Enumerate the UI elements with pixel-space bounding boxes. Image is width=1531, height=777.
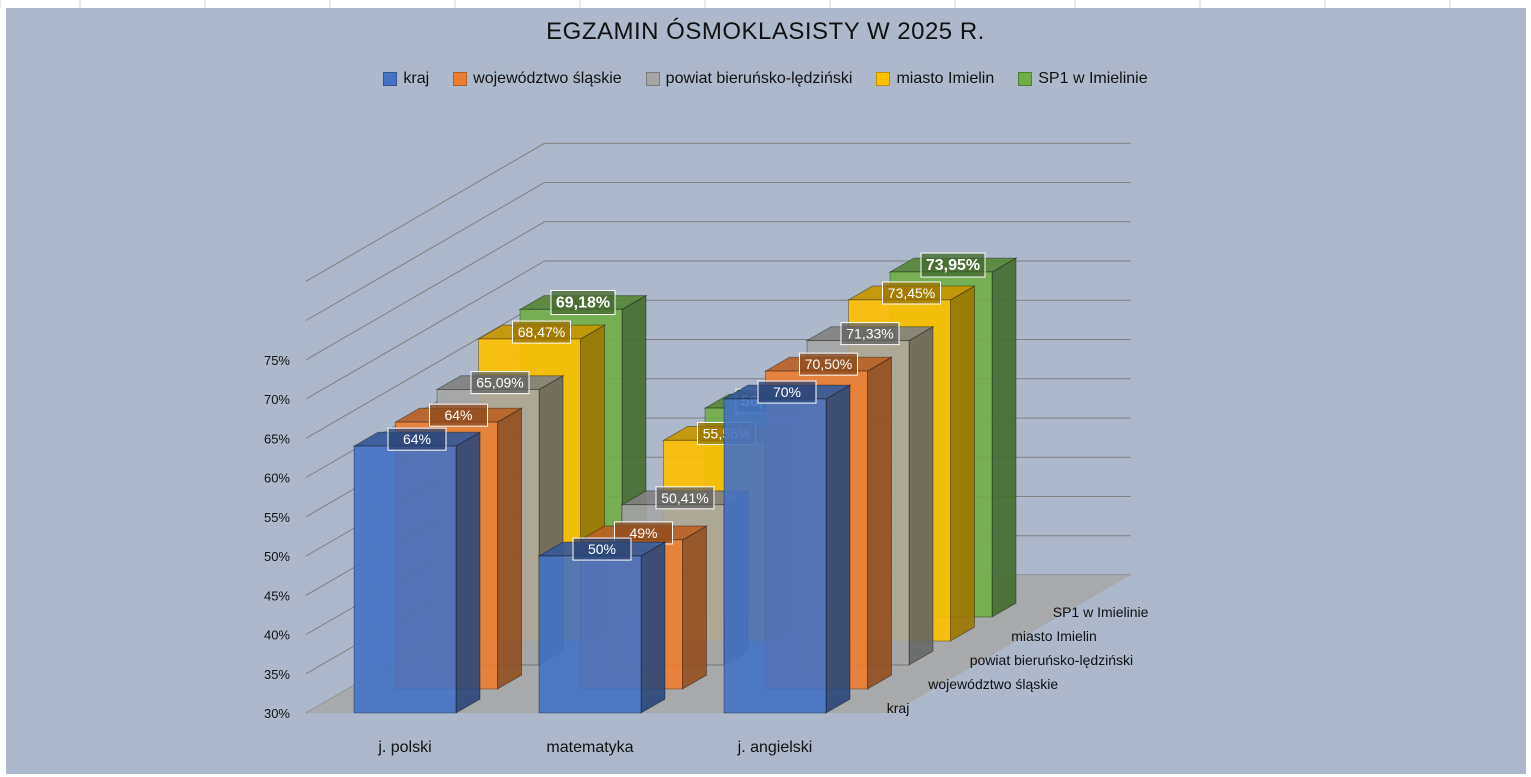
y-tick-label: 60% xyxy=(264,471,290,486)
data-label-text: 69,18% xyxy=(556,294,610,311)
data-label: 73,95% xyxy=(920,252,986,278)
data-label-text: 68,47% xyxy=(518,324,565,340)
legend-label: kraj xyxy=(403,70,430,87)
bar-kraj-matematyka: 50% xyxy=(537,537,667,714)
y-tick-label: 75% xyxy=(264,353,290,368)
bar-side xyxy=(682,525,707,690)
data-label: 50% xyxy=(572,537,632,561)
bar-side xyxy=(455,431,481,714)
legend-item-miasto: miasto Imielin xyxy=(876,70,994,88)
data-label-box xyxy=(387,427,447,451)
data-label-box xyxy=(920,252,986,278)
category-label: j. polski xyxy=(377,739,431,756)
data-label-box xyxy=(882,281,941,305)
bar-front xyxy=(353,445,457,714)
legend-label: województwo śląskie xyxy=(473,70,622,87)
data-label: 73,45% xyxy=(882,281,941,305)
data-label: 65,09% xyxy=(470,371,530,395)
data-label: 69,18% xyxy=(550,289,616,315)
bar-side xyxy=(825,384,851,714)
bar-kraj-j.-polski: 64% xyxy=(352,427,482,714)
data-label-box xyxy=(655,486,715,510)
data-label: 70% xyxy=(757,380,817,404)
bar-side xyxy=(908,325,934,666)
y-tick-label: 35% xyxy=(264,667,290,682)
data-label: 68,47% xyxy=(512,320,571,344)
chart-title: EGZAMIN ÓSMOKLASISTY W 2025 R. xyxy=(546,18,985,45)
legend-swatch xyxy=(453,72,468,86)
data-label-text: 64% xyxy=(403,431,431,447)
data-label: 64% xyxy=(387,427,447,451)
bar-kraj-j.-angielski: 70% xyxy=(722,380,852,714)
data-label-text: 49% xyxy=(629,525,657,541)
data-label-text: 65,09% xyxy=(476,375,523,391)
category-label: j. angielski xyxy=(737,739,813,756)
bar-front xyxy=(538,555,642,714)
data-label: 50,41% xyxy=(655,486,715,510)
legend-swatch xyxy=(1018,72,1033,86)
data-label: 64% xyxy=(429,403,488,427)
data-label-box xyxy=(512,320,571,344)
gridline xyxy=(305,182,1131,321)
bar-side xyxy=(991,257,1017,618)
legend-label: miasto Imielin xyxy=(896,70,995,87)
data-label-text: 50,41% xyxy=(661,490,708,506)
data-label-box xyxy=(572,537,632,561)
data-label-text: 64% xyxy=(444,407,472,423)
bar-front xyxy=(723,398,827,714)
data-label-box xyxy=(757,380,817,404)
y-tick-label: 30% xyxy=(264,706,290,721)
legend-swatch xyxy=(645,72,660,86)
data-label: 70,50% xyxy=(799,352,858,376)
bar-side xyxy=(640,541,666,714)
category-label: matematyka xyxy=(546,739,633,756)
legend-item-wojewodztwo: województwo śląskie xyxy=(453,70,622,88)
legend: kraj województwo śląskie powiat bieruńsk… xyxy=(0,70,1531,88)
y-tick-label: 50% xyxy=(264,549,290,564)
legend-label: SP1 w Imielinie xyxy=(1038,70,1148,87)
legend-item-sp1: SP1 w Imielinie xyxy=(1018,70,1148,88)
data-label-box xyxy=(840,322,900,346)
y-tick-label: 55% xyxy=(264,510,290,525)
data-label-box xyxy=(470,371,530,395)
data-label-text: 73,95% xyxy=(926,257,980,274)
legend-swatch xyxy=(876,72,891,86)
data-label: 71,33% xyxy=(840,322,900,346)
data-label-box xyxy=(799,352,858,376)
legend-item-powiat: powiat bieruńsko-lędziński xyxy=(645,70,853,88)
data-label-box xyxy=(429,403,488,427)
y-tick-label: 70% xyxy=(264,392,290,407)
series-axis-label: powiat bieruńsko-lędziński xyxy=(970,652,1133,668)
series-axis-label: województwo śląskie xyxy=(927,676,1058,692)
data-label-box xyxy=(550,289,616,315)
data-label-text: 70% xyxy=(773,384,801,400)
y-tick-label: 40% xyxy=(264,628,290,643)
gridline xyxy=(305,142,1131,282)
y-tick-label: 45% xyxy=(264,588,290,603)
gridline xyxy=(305,221,1131,361)
bar-side xyxy=(950,285,975,642)
series-axis-label: kraj xyxy=(887,700,910,716)
legend-swatch xyxy=(383,72,398,86)
data-label-text: 73,45% xyxy=(888,285,935,301)
legend-label: powiat bieruńsko-lędziński xyxy=(665,70,853,87)
series-axis-label: SP1 w Imielinie xyxy=(1053,604,1149,620)
bar-side xyxy=(867,356,892,690)
y-tick-label: 65% xyxy=(264,431,290,446)
bar-side xyxy=(497,407,522,690)
data-label-text: 50% xyxy=(588,541,616,557)
series-axis-label: miasto Imielin xyxy=(1011,628,1097,644)
legend-item-kraj: kraj xyxy=(383,70,429,88)
data-label-text: 71,33% xyxy=(846,326,893,342)
data-label-text: 70,50% xyxy=(805,356,852,372)
